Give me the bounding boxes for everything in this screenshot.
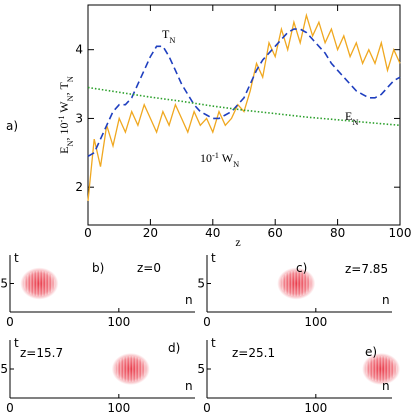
blob-stripes xyxy=(114,356,147,382)
x-tick-label: 100 xyxy=(107,315,130,329)
x-tick-label: 80 xyxy=(330,226,345,240)
y-tick-label: 5 xyxy=(0,277,8,291)
x-tick-label: 100 xyxy=(389,226,412,240)
text-part: N xyxy=(66,76,75,82)
x-tick-label: 0 xyxy=(203,315,211,329)
text-part: N xyxy=(233,160,239,169)
x-tick-label: 20 xyxy=(143,226,158,240)
annotation: z=15.7 xyxy=(20,346,63,360)
text-part: E xyxy=(57,147,71,154)
x-tick-label: 100 xyxy=(304,401,327,413)
y-tick-label: 5 xyxy=(197,277,205,291)
y-axis-label: EN, 10-1 WN, TN xyxy=(57,76,75,154)
x-tick-label: 40 xyxy=(205,226,220,240)
y-tick-label: 3 xyxy=(75,111,83,125)
series-line xyxy=(87,86,401,127)
y-axis-label: t xyxy=(14,251,19,265)
x-tick-label: 60 xyxy=(268,226,283,240)
plot-frame xyxy=(87,4,401,226)
blob-stripes xyxy=(280,270,313,297)
annotation: EN xyxy=(345,109,358,127)
y-axis-label: t xyxy=(211,251,216,265)
x-tick-label: 0 xyxy=(203,401,211,413)
x-axis-label: n xyxy=(185,379,193,393)
y-tick-label: 2 xyxy=(75,180,83,194)
panel-label: b) xyxy=(92,261,104,275)
y-tick-label: 4 xyxy=(75,43,83,57)
text-part: N xyxy=(352,118,358,127)
panel-label: d) xyxy=(168,341,180,355)
annotation: z=25.1 xyxy=(232,346,275,360)
text-part: , T xyxy=(57,82,71,96)
annotation: z=7.85 xyxy=(345,262,388,276)
blob-stripes xyxy=(365,356,398,382)
y-axis-label: t xyxy=(211,336,216,350)
text-part: -1 xyxy=(212,151,219,160)
x-tick-label: 100 xyxy=(107,401,130,413)
blob-stripes xyxy=(23,270,56,297)
x-tick-label: 100 xyxy=(304,315,327,329)
x-axis-label: z xyxy=(235,235,240,249)
text-part: W xyxy=(219,151,234,165)
y-tick-label: 5 xyxy=(0,362,8,376)
text-part: 10 xyxy=(200,151,212,165)
text-part: N xyxy=(169,36,175,45)
text-part: -1 xyxy=(57,115,66,122)
panel-label: a) xyxy=(6,119,18,133)
x-tick-label: 0 xyxy=(6,315,14,329)
x-axis-label: n xyxy=(382,293,390,307)
panel-label: c) xyxy=(296,261,307,275)
y-axis-label: t xyxy=(14,336,19,350)
y-tick-label: 5 xyxy=(197,362,205,376)
x-axis-label: n xyxy=(382,379,390,393)
annotation: z=0 xyxy=(137,261,161,275)
series-line xyxy=(87,12,401,201)
text-part: N xyxy=(66,140,75,146)
annotation: 10-1 WN xyxy=(200,151,239,169)
series-line xyxy=(87,28,401,157)
text-part: , 10 xyxy=(57,122,71,140)
x-tick-label: 0 xyxy=(6,401,14,413)
text-part: E xyxy=(345,109,352,123)
text-part: W xyxy=(57,101,71,116)
panel-label: e) xyxy=(365,345,377,359)
x-tick-label: 0 xyxy=(84,226,92,240)
annotation: TN xyxy=(162,27,175,45)
x-axis-label: n xyxy=(185,293,193,307)
text-part: N xyxy=(66,95,75,101)
text-part: T xyxy=(162,27,170,41)
